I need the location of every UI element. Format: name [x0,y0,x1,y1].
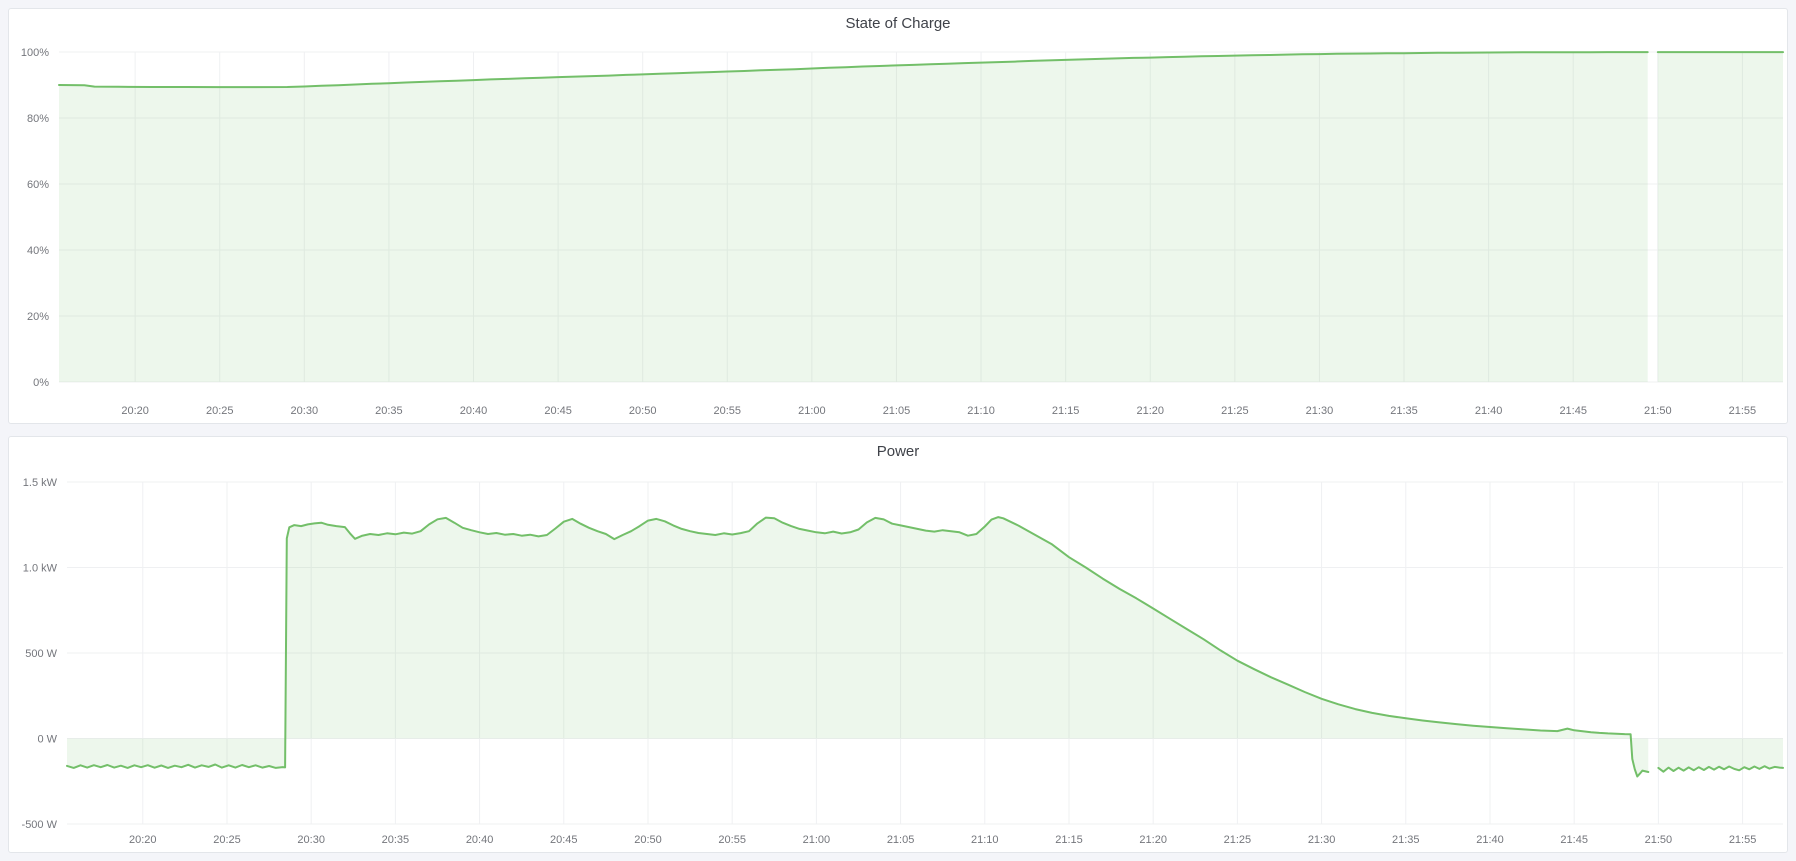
x-tick-label: 21:20 [1136,405,1164,417]
power-chart[interactable]: -500 W 0 W 500 W 1.0 kW 1.5 kW 20:20 20:25 20:3… [9,437,1787,852]
x-tick-label: 21:50 [1644,405,1672,417]
series-area [1657,52,1783,382]
y-tick-label: 40% [27,245,49,257]
x-tick-label: 21:30 [1306,405,1334,417]
axis-labels: -500 W 0 W 500 W 1.0 kW 1.5 kW 20:20 20:25 20:3… [22,477,1757,846]
x-tick-label: 21:20 [1139,834,1167,846]
soc-panel: State of Charge 0% 20% 40% 60% 80% 100% 20:20 2… [8,8,1788,424]
soc-panel-title[interactable]: State of Charge [845,15,951,32]
x-tick-label: 20:20 [121,405,149,417]
x-tick-label: 20:25 [213,834,241,846]
x-tick-label: 20:50 [634,834,662,846]
x-tick-label: 21:35 [1392,834,1420,846]
x-tick-label: 21:55 [1729,405,1757,417]
x-tick-label: 20:35 [375,405,403,417]
x-tick-label: 21:05 [883,405,911,417]
x-tick-label: 21:00 [798,405,826,417]
series-line [66,516,1650,778]
x-tick-label: 21:40 [1475,405,1503,417]
y-tick-label: 100% [21,47,49,59]
x-tick-label: 21:00 [803,834,831,846]
x-tick-label: 21:15 [1055,834,1083,846]
x-tick-label: 21:45 [1559,405,1587,417]
x-tick-label: 21:35 [1390,405,1418,417]
axis-labels: 0% 20% 40% 60% 80% 100% 20:20 20:25 20:30 20:35 20… [21,47,1756,417]
power-panel-title[interactable]: Power [876,443,920,460]
x-tick-label: 21:40 [1476,834,1504,846]
series-line [58,51,1649,89]
x-tick-label: 21:55 [1729,834,1757,846]
x-tick-label: 21:05 [887,834,915,846]
power-panel: Power -500 W 0 W 500 W 1.0 kW 1.5 kW 20:20 20:… [8,436,1788,853]
x-tick-label: 21:10 [971,834,999,846]
x-tick-label: 20:35 [382,834,410,846]
y-tick-label: 0 W [37,734,57,746]
x-tick-label: 20:30 [291,405,319,417]
x-tick-label: 21:25 [1224,834,1252,846]
x-tick-label: 20:45 [550,834,578,846]
x-tick-label: 21:15 [1052,405,1080,417]
y-tick-label: 20% [27,311,49,323]
x-tick-label: 20:45 [544,405,572,417]
x-tick-label: 20:40 [460,405,488,417]
x-tick-label: 20:55 [718,834,746,846]
x-tick-label: 20:30 [297,834,325,846]
y-tick-label: 60% [27,179,49,191]
series-area [1658,738,1783,772]
x-tick-label: 20:55 [714,405,742,417]
grid [67,481,1783,825]
x-tick-label: 20:40 [466,834,494,846]
y-tick-label: -500 W [22,819,58,831]
series-state-of-charge [58,51,1784,382]
y-tick-label: 1.0 kW [23,563,58,575]
y-tick-label: 500 W [25,648,57,660]
x-tick-label: 20:20 [129,834,157,846]
x-tick-label: 20:50 [629,405,657,417]
x-tick-label: 20:25 [206,405,234,417]
y-tick-label: 1.5 kW [23,477,58,489]
x-tick-label: 21:10 [967,405,995,417]
series-line [1657,765,1784,773]
series-power [66,516,1784,778]
y-tick-label: 0% [33,377,49,389]
grid [59,51,1783,383]
x-tick-label: 21:25 [1221,405,1249,417]
y-tick-label: 80% [27,113,49,125]
series-area [67,517,1649,777]
soc-chart[interactable]: 0% 20% 40% 60% 80% 100% 20:20 20:25 20:30 20:35 20… [9,9,1787,423]
series-area [59,52,1648,382]
x-tick-label: 21:50 [1645,834,1673,846]
x-tick-label: 21:30 [1308,834,1336,846]
x-tick-label: 21:45 [1560,834,1588,846]
